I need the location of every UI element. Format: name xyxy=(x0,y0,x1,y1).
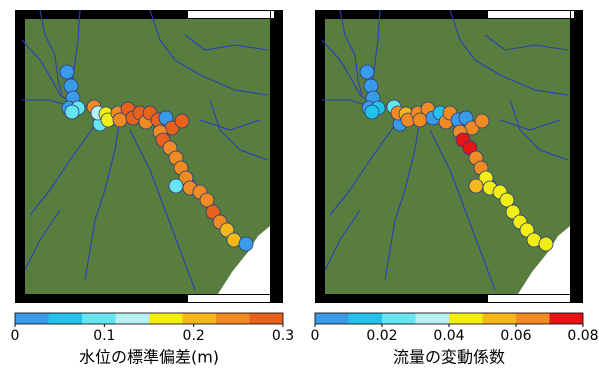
map-panel: 0 0.02 0.04 0.06 0.08 流量の変動係数 xyxy=(311,10,599,367)
colorbar-segment xyxy=(315,313,349,324)
gauge-point xyxy=(60,65,74,79)
gauge-point xyxy=(360,65,374,79)
colorbar-segment xyxy=(483,313,517,324)
colorbar-tick-label: 0.02 xyxy=(366,328,397,344)
map-panel: 0 0.1 0.2 0.3 水位の標準偏差(m) xyxy=(11,10,295,367)
colorbar-segment xyxy=(250,313,284,324)
frame-white xyxy=(188,11,270,18)
colorbar-tick-label: 0 xyxy=(311,328,320,344)
gauge-point xyxy=(169,179,183,193)
frame-white xyxy=(488,11,570,18)
colorbar-segment xyxy=(149,313,183,324)
colorbar-tick-label: 0.3 xyxy=(272,328,294,344)
gauge-point xyxy=(65,105,79,119)
colorbar-segment xyxy=(49,313,83,324)
frame-white xyxy=(488,295,570,302)
colorbar-segment xyxy=(183,313,217,324)
colorbar-segment xyxy=(382,313,416,324)
colorbar-tick-label: 0.04 xyxy=(433,328,464,344)
gauge-point xyxy=(469,179,483,193)
colorbar-label: 流量の変動係数 xyxy=(393,348,505,367)
colorbar-segment xyxy=(550,313,584,324)
colorbar-segment xyxy=(82,313,116,324)
colorbar-segment xyxy=(116,313,150,324)
map-land xyxy=(25,19,270,294)
colorbar-tick-label: 0.08 xyxy=(567,328,598,344)
colorbar-segment xyxy=(416,313,450,324)
colorbar-segment xyxy=(349,313,383,324)
colorbar-tick-label: 0.2 xyxy=(183,328,205,344)
gauge-point xyxy=(239,237,253,251)
gauge-point xyxy=(413,113,427,127)
gauge-point xyxy=(475,114,489,128)
colorbar-segment xyxy=(216,313,250,324)
frame-white xyxy=(188,295,270,302)
map-land xyxy=(325,19,570,294)
colorbar-tick-label: 0 xyxy=(11,328,20,344)
colorbar-segment xyxy=(516,313,550,324)
colorbar-segment xyxy=(449,313,483,324)
gauge-point xyxy=(365,105,379,119)
frame-white xyxy=(571,11,574,18)
page: {"panels": [ {"colorbar": {"label": "水位の… xyxy=(0,0,599,369)
frame-white xyxy=(271,11,274,18)
colorbar-tick-label: 0.06 xyxy=(500,328,531,344)
figure: 0 0.1 0.2 0.3 水位の標準偏差(m) 0 0.02 0.04 0.06 0.08 流量の… xyxy=(0,0,599,369)
colorbar-label: 水位の標準偏差(m) xyxy=(79,348,219,367)
colorbar-segment xyxy=(15,313,49,324)
gauge-point xyxy=(539,237,553,251)
gauge-point xyxy=(175,114,189,128)
colorbar-tick-label: 0.1 xyxy=(93,328,115,344)
gauge-point xyxy=(113,113,127,127)
